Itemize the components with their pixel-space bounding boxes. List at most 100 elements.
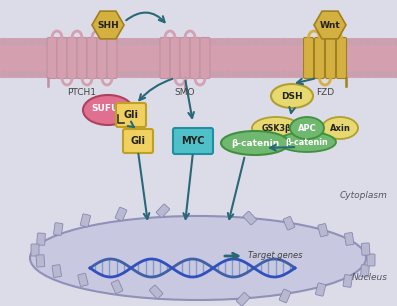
Text: DSH: DSH (281, 91, 303, 100)
FancyBboxPatch shape (115, 207, 127, 221)
Text: SUFU: SUFU (91, 103, 119, 113)
Text: Nucleus: Nucleus (352, 274, 388, 282)
Bar (0, 38, 397, 78)
FancyBboxPatch shape (180, 38, 190, 79)
Circle shape (29, 39, 35, 45)
Circle shape (15, 39, 21, 45)
Text: Gli: Gli (131, 136, 145, 146)
Circle shape (176, 39, 182, 45)
Circle shape (393, 71, 397, 77)
Circle shape (190, 71, 196, 77)
Text: FZD: FZD (316, 88, 334, 97)
Circle shape (309, 39, 315, 45)
Circle shape (337, 71, 343, 77)
FancyBboxPatch shape (77, 38, 87, 79)
Circle shape (330, 39, 336, 45)
Circle shape (267, 39, 273, 45)
Circle shape (323, 71, 329, 77)
Circle shape (8, 71, 14, 77)
Text: PTCH1: PTCH1 (67, 88, 96, 97)
Circle shape (99, 39, 105, 45)
Text: MYC: MYC (181, 136, 205, 146)
Circle shape (141, 39, 147, 45)
Ellipse shape (83, 95, 133, 125)
Circle shape (239, 39, 245, 45)
Circle shape (323, 39, 329, 45)
Circle shape (162, 71, 168, 77)
Circle shape (92, 71, 98, 77)
FancyBboxPatch shape (279, 289, 291, 303)
Circle shape (316, 39, 322, 45)
Circle shape (85, 71, 91, 77)
Circle shape (197, 71, 203, 77)
FancyBboxPatch shape (236, 293, 250, 306)
Circle shape (176, 71, 182, 77)
FancyBboxPatch shape (149, 285, 163, 299)
Circle shape (50, 71, 56, 77)
Circle shape (295, 39, 301, 45)
Circle shape (358, 39, 364, 45)
Text: β-catenin: β-catenin (285, 137, 328, 147)
Circle shape (99, 71, 105, 77)
Circle shape (120, 39, 126, 45)
FancyBboxPatch shape (190, 38, 200, 79)
Text: Target genes: Target genes (248, 252, 303, 260)
Circle shape (337, 39, 343, 45)
Circle shape (106, 71, 112, 77)
FancyBboxPatch shape (123, 129, 153, 153)
Text: Gli: Gli (123, 110, 139, 120)
FancyBboxPatch shape (160, 38, 170, 79)
Text: APC: APC (298, 124, 316, 132)
Circle shape (344, 71, 350, 77)
Circle shape (141, 71, 147, 77)
Circle shape (190, 39, 196, 45)
Circle shape (22, 39, 28, 45)
Circle shape (197, 39, 203, 45)
Circle shape (372, 39, 378, 45)
Circle shape (204, 71, 210, 77)
Circle shape (57, 39, 63, 45)
Circle shape (78, 39, 84, 45)
Circle shape (169, 71, 175, 77)
FancyBboxPatch shape (47, 38, 57, 79)
FancyBboxPatch shape (283, 216, 295, 230)
Ellipse shape (290, 117, 324, 139)
Text: SHH: SHH (97, 21, 119, 29)
FancyBboxPatch shape (80, 214, 91, 227)
Circle shape (386, 39, 392, 45)
Text: SMO: SMO (175, 88, 195, 97)
Circle shape (148, 71, 154, 77)
Circle shape (302, 71, 308, 77)
Circle shape (134, 71, 140, 77)
FancyBboxPatch shape (243, 211, 256, 225)
Ellipse shape (221, 131, 289, 155)
Circle shape (316, 71, 322, 77)
Circle shape (260, 71, 266, 77)
FancyBboxPatch shape (343, 274, 353, 287)
Circle shape (295, 71, 301, 77)
Text: Axin: Axin (330, 124, 351, 132)
FancyBboxPatch shape (116, 103, 146, 127)
Text: Wnt: Wnt (320, 21, 340, 29)
FancyBboxPatch shape (97, 38, 107, 79)
FancyBboxPatch shape (31, 244, 39, 256)
Circle shape (85, 39, 91, 45)
Circle shape (267, 71, 273, 77)
Circle shape (365, 71, 371, 77)
Circle shape (36, 71, 42, 77)
Circle shape (232, 39, 238, 45)
FancyBboxPatch shape (337, 38, 347, 79)
FancyBboxPatch shape (78, 273, 88, 286)
Circle shape (78, 71, 84, 77)
Circle shape (113, 39, 119, 45)
Circle shape (183, 71, 189, 77)
Circle shape (260, 39, 266, 45)
Circle shape (239, 71, 245, 77)
Circle shape (155, 39, 161, 45)
Circle shape (43, 39, 49, 45)
FancyBboxPatch shape (156, 204, 170, 218)
Circle shape (71, 39, 77, 45)
FancyBboxPatch shape (316, 283, 326, 296)
Circle shape (274, 39, 280, 45)
Circle shape (218, 71, 224, 77)
